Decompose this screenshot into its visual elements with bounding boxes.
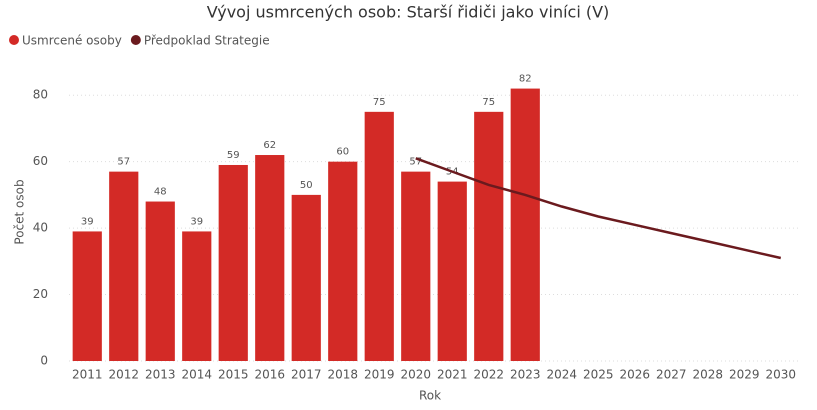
- chart-title: Vývoj usmrcených osob: Starší řidiči jak…: [207, 3, 610, 22]
- data-label: 75: [373, 97, 386, 108]
- line: [415, 157, 782, 260]
- x-tick-label: 2026: [619, 368, 650, 382]
- data-label: 39: [81, 216, 94, 227]
- bar: [109, 171, 139, 361]
- y-tick-label: 20: [33, 287, 48, 301]
- legend-marker: [130, 35, 141, 45]
- x-tick-label: 2013: [145, 368, 176, 382]
- y-tick-label: 40: [33, 221, 48, 235]
- data-label: 82: [519, 74, 532, 85]
- legend-marker: [9, 35, 19, 45]
- legend-label: Usmrcené osoby: [22, 34, 122, 48]
- x-tick-label: 2029: [729, 368, 760, 382]
- data-label: 60: [336, 147, 349, 158]
- x-tick-label: 2030: [765, 368, 796, 382]
- bar: [364, 111, 394, 361]
- bar: [182, 231, 212, 361]
- bar: [437, 181, 467, 361]
- data-label: 57: [117, 157, 130, 168]
- x-tick-label: 2025: [583, 368, 614, 382]
- x-tick-label: 2023: [510, 368, 541, 382]
- y-tick-label: 60: [33, 154, 48, 168]
- bar: [145, 201, 175, 361]
- bar: [255, 155, 285, 361]
- data-label: 39: [190, 216, 203, 227]
- x-tick-label: 2019: [364, 368, 395, 382]
- data-label: 48: [154, 187, 167, 198]
- y-tick-label: 80: [33, 88, 48, 102]
- x-axis-label: Rok: [419, 389, 441, 403]
- data-label: 59: [227, 150, 240, 161]
- x-tick-label: 2011: [72, 368, 103, 382]
- x-tick-label: 2016: [254, 368, 285, 382]
- bar: [401, 171, 431, 361]
- x-tick-label: 2024: [546, 368, 577, 382]
- bar: [291, 194, 321, 361]
- x-tick-label: 2028: [692, 368, 723, 382]
- bar: [72, 231, 102, 361]
- bar: [328, 161, 358, 361]
- bar: [218, 164, 248, 361]
- x-tick-label: 2018: [327, 368, 358, 382]
- x-tick-label: 2027: [656, 368, 687, 382]
- x-tick-label: 2022: [473, 368, 504, 382]
- y-axis-label: Počet osob: [13, 179, 27, 244]
- data-label: 62: [263, 140, 276, 151]
- x-tick-label: 2014: [181, 368, 212, 382]
- x-tick-label: 2012: [108, 368, 139, 382]
- bar: [510, 88, 540, 362]
- x-tick-label: 2015: [218, 368, 249, 382]
- x-tick-label: 2020: [400, 368, 431, 382]
- data-label: 75: [482, 97, 495, 108]
- x-tick-label: 2017: [291, 368, 322, 382]
- legend-label: Předpoklad Strategie: [144, 34, 270, 48]
- x-tick-label: 2021: [437, 368, 468, 382]
- bar: [474, 111, 504, 361]
- data-label: 57: [409, 157, 422, 168]
- y-tick-label: 0: [40, 354, 48, 368]
- data-label: 50: [300, 180, 313, 191]
